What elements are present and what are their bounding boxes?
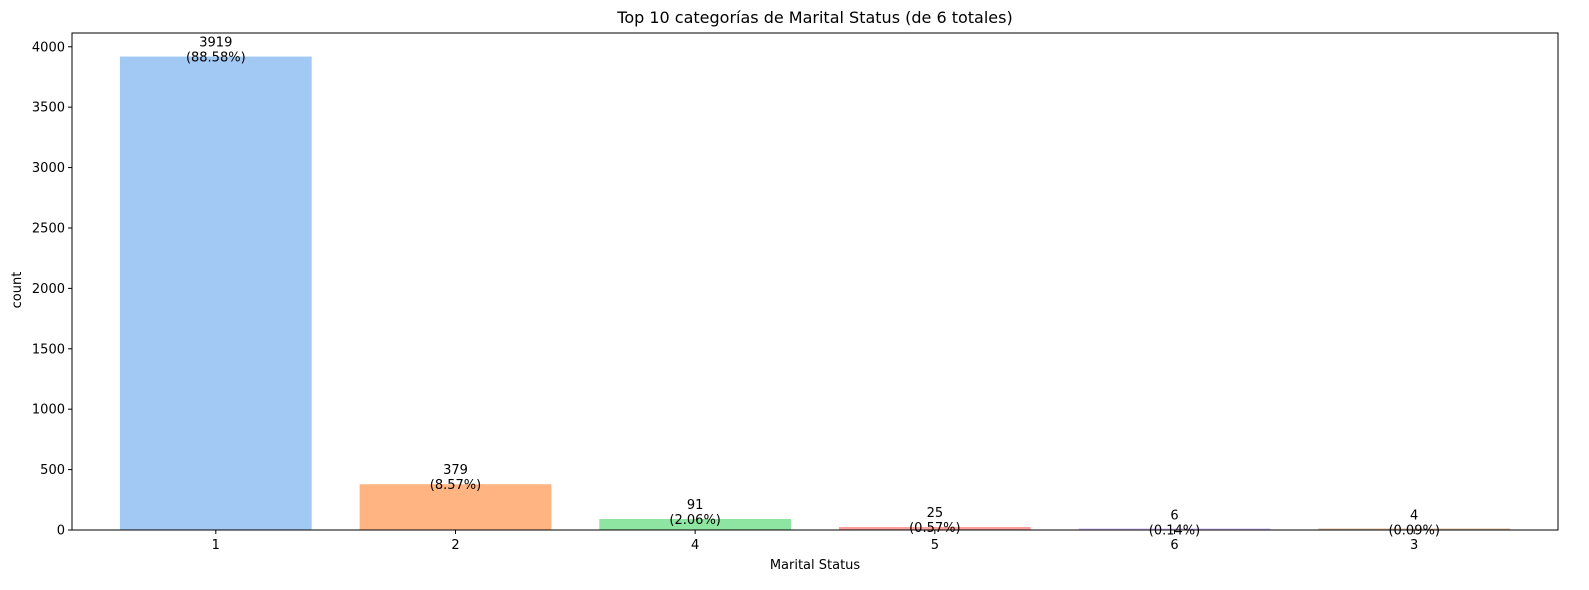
data-label-count: 91 (687, 498, 704, 513)
data-labels: 3919(88.58%) 379(8.57%) 91(2.06%) 25(0.57%)… (186, 36, 1440, 539)
y-tick-label: 2000 (32, 282, 65, 297)
y-tick-label: 4000 (32, 40, 65, 55)
x-tick-label: 4 (691, 538, 699, 553)
x-tick-label: 3 (1410, 538, 1418, 553)
bars (119, 56, 1511, 530)
plot-frame (71, 32, 1559, 531)
x-tick-label: 6 (1170, 538, 1178, 553)
data-label-count: 25 (927, 506, 944, 521)
data-label-count: 6 (1170, 508, 1178, 523)
data-label-count: 379 (443, 463, 468, 478)
data-label-percent: (2.06%) (669, 513, 720, 528)
data-label-percent: (8.57%) (430, 478, 481, 493)
y-tick-label: 1000 (32, 403, 65, 418)
x-axis-ticks: 1 2 4 5 6 3 (212, 530, 1418, 553)
data-label-count: 3919 (199, 36, 232, 51)
bar (599, 519, 792, 530)
chart-title: Top 10 categorías de Marital Status (de … (616, 8, 1012, 27)
bar (359, 484, 552, 530)
data-label-percent: (0.09%) (1388, 524, 1439, 539)
bar (1318, 528, 1511, 530)
bar (119, 56, 312, 530)
data-label-percent: (0.57%) (909, 521, 960, 536)
data-label-count: 4 (1410, 509, 1418, 524)
y-tick-label: 500 (40, 463, 65, 478)
x-axis-label: Marital Status (770, 558, 861, 573)
data-label-percent: (0.14%) (1149, 523, 1200, 538)
y-tick-label: 1500 (32, 342, 65, 357)
bar (1078, 528, 1271, 530)
y-tick-label: 3000 (32, 161, 65, 176)
y-tick-label: 0 (57, 524, 65, 539)
y-tick-label: 3500 (32, 101, 65, 116)
y-axis-label: count (10, 272, 25, 309)
data-label-percent: (88.58%) (186, 51, 246, 66)
bar (838, 526, 1031, 530)
x-tick-label: 2 (451, 538, 459, 553)
y-tick-label: 2500 (32, 221, 65, 236)
x-tick-label: 1 (212, 538, 220, 553)
x-tick-label: 5 (931, 538, 939, 553)
y-axis-ticks: 0 500 1000 1500 2000 2500 3000 3500 4000 (32, 40, 72, 539)
